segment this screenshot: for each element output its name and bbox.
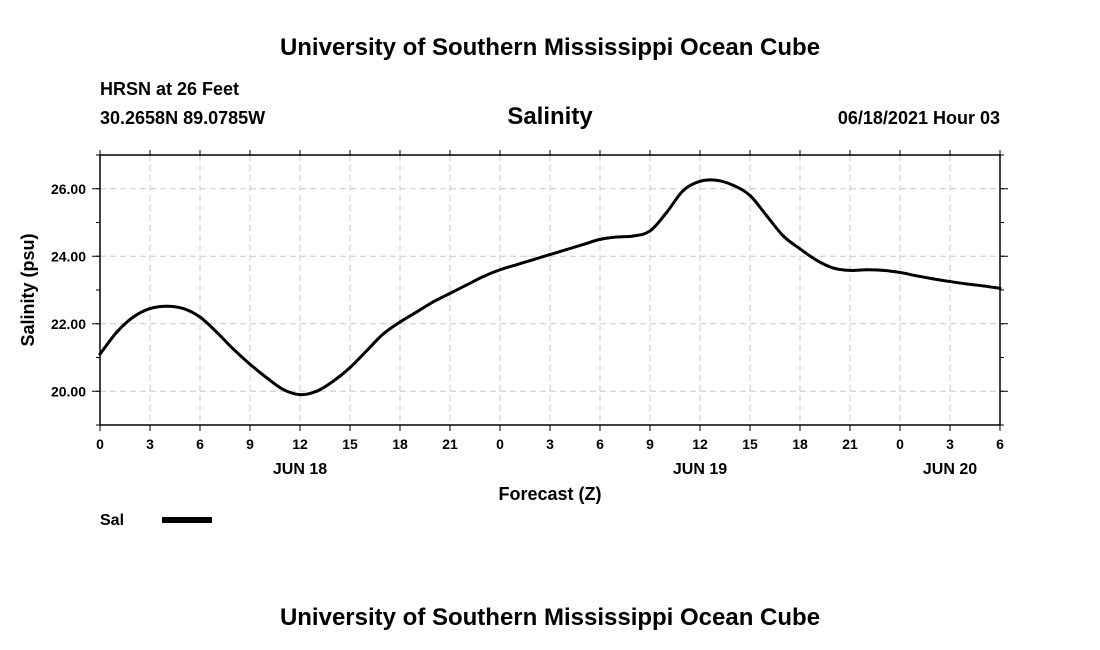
x-tick-label: 3 <box>546 436 554 452</box>
data-point <box>865 268 869 272</box>
data-point <box>198 315 202 319</box>
data-point <box>948 280 952 284</box>
data-point <box>398 320 402 324</box>
data-point <box>365 349 369 353</box>
x-tick-label: 3 <box>946 436 954 452</box>
data-point <box>831 266 835 270</box>
data-point <box>281 388 285 392</box>
data-point <box>715 178 719 182</box>
data-point <box>815 258 819 262</box>
date-label: JUN 18 <box>273 461 327 478</box>
data-point <box>681 188 685 192</box>
data-point <box>515 263 519 267</box>
data-point <box>698 179 702 183</box>
data-point <box>531 258 535 262</box>
y-tick-label: 20.00 <box>51 383 86 399</box>
data-point <box>748 194 752 197</box>
data-point <box>315 389 319 393</box>
data-point <box>648 229 652 233</box>
grid-lines <box>100 155 1000 425</box>
x-tick-label: 21 <box>442 436 458 452</box>
data-point <box>631 234 635 238</box>
data-point <box>848 268 852 272</box>
chart-title: Salinity <box>507 103 593 130</box>
y-axis-label: Salinity (psu) <box>18 233 38 346</box>
x-tick-label: 18 <box>392 436 408 452</box>
x-tick-label: 15 <box>742 436 758 452</box>
data-point <box>798 247 802 251</box>
data-point <box>931 277 935 281</box>
x-tick-label: 0 <box>96 436 104 452</box>
legend-label: Sal <box>100 512 124 529</box>
y-tick-label: 24.00 <box>51 248 86 264</box>
station-label: HRSN at 26 Feet <box>100 79 239 99</box>
x-tick-label: 12 <box>292 436 308 452</box>
axes: 0 3 6 9 12 15 18 21 0 3 6 9 12 15 18 21 0 3 6 JUN 18 JUN 19 J… <box>51 150 1008 478</box>
x-tick-label: 6 <box>196 436 204 452</box>
x-tick-label: 9 <box>246 436 254 452</box>
data-point <box>248 362 252 366</box>
data-point <box>565 248 569 251</box>
data-point <box>298 393 302 397</box>
data-point <box>981 284 985 288</box>
y-tick-label: 22.00 <box>51 316 86 332</box>
data-point <box>581 242 585 246</box>
data-point <box>448 291 452 295</box>
x-axis-label: Forecast (Z) <box>498 484 601 504</box>
data-point <box>881 268 885 272</box>
station-coords: 30.2658N 89.0785W <box>100 108 265 128</box>
date-label: JUN 19 <box>673 461 727 478</box>
x-tick-label: 0 <box>896 436 904 452</box>
data-point <box>231 347 235 351</box>
data-point <box>898 270 902 274</box>
data-point <box>348 366 352 370</box>
data-point <box>665 210 669 214</box>
data-point <box>781 234 785 238</box>
header-title: University of Southern Mississippi Ocean… <box>280 34 820 61</box>
y-tick-label: 26.00 <box>51 181 86 197</box>
data-point <box>998 286 1002 290</box>
x-tick-label: 0 <box>496 436 504 452</box>
data-point <box>98 352 102 356</box>
data-point <box>215 330 219 334</box>
x-tick-label: 21 <box>842 436 858 452</box>
data-point <box>415 310 419 314</box>
data-point <box>181 307 185 311</box>
data-point <box>548 253 552 257</box>
data-point <box>265 376 269 380</box>
x-tick-label: 15 <box>342 436 358 452</box>
data-point <box>598 237 602 241</box>
data-point <box>481 275 485 278</box>
data-point <box>765 214 769 218</box>
data-point <box>115 330 119 334</box>
x-tick-label: 12 <box>692 436 708 452</box>
legend: Sal <box>100 512 212 529</box>
x-tick-label: 6 <box>996 436 1004 452</box>
forecast-datetime: 06/18/2021 Hour 03 <box>838 108 1000 128</box>
data-point <box>165 304 169 308</box>
x-tick-label: 3 <box>146 436 154 452</box>
data-point <box>465 283 469 287</box>
data-point <box>965 282 969 286</box>
data-point <box>915 274 919 278</box>
series-layer <box>98 178 1002 397</box>
data-point <box>381 332 385 336</box>
data-point <box>148 307 152 311</box>
x-tick-label: 6 <box>596 436 604 452</box>
x-tick-label: 9 <box>646 436 654 452</box>
x-tick-label: 18 <box>792 436 808 452</box>
data-point <box>731 183 735 187</box>
date-label: JUN 20 <box>923 461 977 478</box>
data-point <box>331 379 335 383</box>
data-point <box>431 300 435 304</box>
data-point <box>498 268 502 272</box>
footer-title: University of Southern Mississippi Ocean… <box>280 604 820 631</box>
data-point <box>131 315 135 319</box>
data-point <box>615 235 619 239</box>
